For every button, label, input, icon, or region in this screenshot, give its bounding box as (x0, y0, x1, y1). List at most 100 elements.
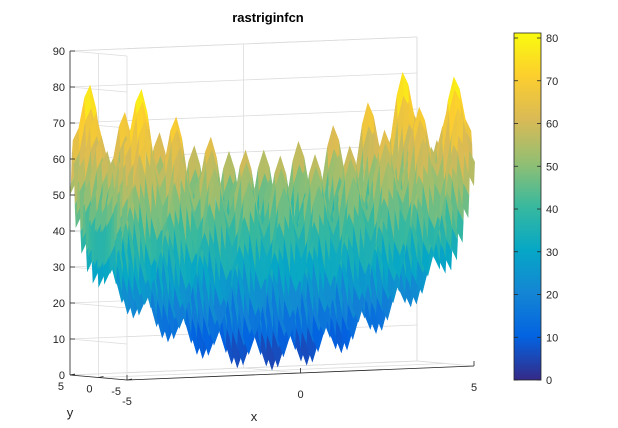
surface-patch (416, 171, 423, 208)
surface-patch (339, 178, 346, 247)
colorbar-tick-label: 50 (546, 161, 558, 173)
surface-patch (410, 271, 418, 305)
surface-patch (450, 107, 458, 156)
surface-patch (341, 270, 348, 325)
surface-patch (271, 330, 279, 368)
surface-patch (379, 142, 387, 194)
surface-patch (242, 315, 250, 355)
surface-plot (70, 72, 475, 371)
surface-patch (451, 227, 458, 261)
surface-patch (358, 192, 366, 251)
surface-patch (396, 72, 404, 120)
colorbar-tick-label: 20 (546, 290, 558, 302)
surface-patch (191, 317, 198, 355)
surface-patch (424, 120, 432, 165)
surface-patch (335, 281, 343, 335)
z-tick-label: 0 (59, 370, 65, 382)
surface-patch (222, 195, 230, 229)
surface-patch (144, 120, 152, 168)
surface-patch (257, 149, 265, 192)
surface-patch (187, 178, 195, 213)
surface-patch (127, 277, 135, 319)
surface-patch (294, 273, 302, 315)
colorbar-gradient (513, 32, 542, 381)
surface-patch (367, 131, 375, 177)
surface-patch (200, 164, 208, 228)
surface-patch (161, 193, 169, 231)
surface-patch (251, 169, 259, 220)
surface-patch (179, 202, 186, 266)
surface-patch (223, 151, 230, 193)
surface-patch (361, 153, 369, 217)
surface-patch (356, 124, 363, 189)
box-edge (416, 360, 475, 367)
surface-patch (387, 208, 395, 265)
surface-patch (317, 235, 325, 294)
surface-patch (248, 296, 256, 338)
surface-patch (402, 72, 410, 108)
surface-patch (242, 259, 250, 319)
x-axis-label: x (251, 409, 258, 424)
surface-patch (335, 234, 342, 278)
surface-patch (283, 238, 290, 298)
surface-patch (225, 293, 233, 350)
surface-patch (346, 209, 354, 249)
surface-patch (156, 263, 164, 321)
surface-patch (184, 242, 192, 287)
surface-patch (421, 137, 429, 176)
surface-patch (434, 240, 441, 270)
surface-patch (101, 151, 109, 184)
y-tick-mark (69, 373, 76, 376)
z-tick-label: 10 (53, 334, 65, 346)
surface-patch (271, 245, 279, 286)
surface-patch (271, 204, 279, 264)
surface-patch (422, 184, 429, 239)
surface-patch (401, 169, 409, 204)
surface-patch (210, 136, 218, 171)
surface-patch (289, 274, 296, 315)
surface-patch (402, 101, 410, 148)
surface-patch (213, 286, 221, 328)
surface-patch (329, 267, 337, 310)
surface-patch (133, 273, 140, 316)
surface-patch (445, 197, 453, 249)
surface-patch (248, 233, 256, 294)
surface-patch (90, 114, 97, 149)
surface-patch (145, 135, 153, 218)
surface-patch (346, 251, 354, 307)
surface-patch (416, 260, 424, 294)
surface-patch (343, 145, 351, 179)
surface-patch (254, 270, 262, 313)
surface-patch (156, 226, 163, 263)
surface-patch (242, 214, 250, 257)
surface-patch (176, 116, 183, 152)
surface-patch (450, 140, 458, 176)
surface-patch (355, 161, 363, 208)
surface-patch (303, 172, 311, 223)
surface-patch (138, 262, 146, 306)
surface-patch (242, 180, 250, 222)
surface-patch (323, 270, 331, 310)
surface-patch (109, 241, 117, 275)
surface-patch (196, 320, 204, 359)
x-tick-label: 0 (297, 389, 303, 401)
surface-patch (202, 226, 210, 270)
surface-patch (416, 210, 424, 264)
y-tick-label: 5 (58, 381, 64, 393)
surface-patch (153, 153, 160, 189)
surface-patch (132, 133, 140, 188)
colorbar-tick-label: 70 (546, 76, 558, 88)
surface-patch (395, 176, 403, 204)
surface-patch (288, 205, 296, 266)
surface-patch (367, 102, 375, 140)
surface-patch (237, 326, 244, 366)
surface-patch (439, 209, 447, 259)
surface-patch (179, 147, 186, 194)
surface-patch (410, 229, 418, 281)
surface-patch (127, 232, 135, 293)
surface-patch (387, 267, 395, 303)
surface-patch (439, 243, 447, 274)
surface-patch (162, 302, 169, 343)
surface-patch (445, 239, 453, 271)
surface-patch (107, 195, 114, 225)
